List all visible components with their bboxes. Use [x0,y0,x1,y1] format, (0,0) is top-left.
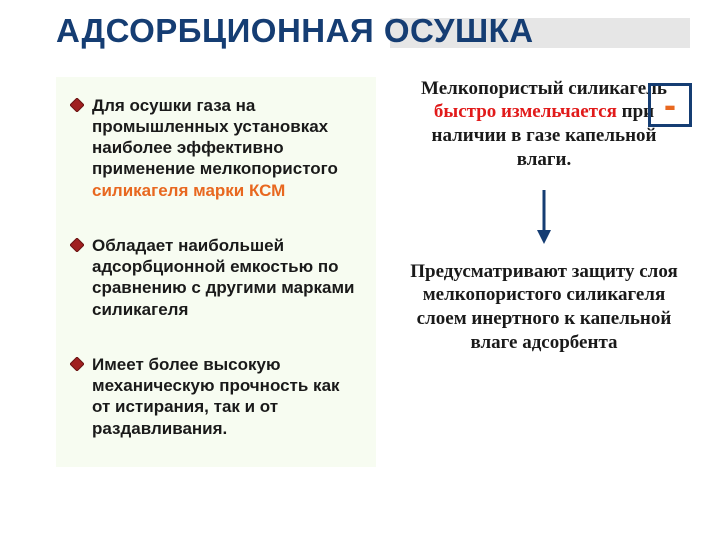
diamond-bullet-icon [70,357,84,371]
bullet-text: Обладает наибольшей адсорбционной емкост… [92,235,362,320]
right-paragraph-1: Мелкопористый силикагель быстро измельча… [404,77,684,172]
bullet-item: Имеет более высокую механическую прочнос… [70,354,362,439]
minus-badge: - [648,83,692,127]
right-column: - Мелкопористый силикагель быстро измель… [404,77,684,467]
minus-icon: - [664,94,676,116]
bullet-item: Обладает наибольшей адсорбционной емкост… [70,235,362,320]
bullet-text: Для осушки газа на промышленных установк… [92,95,362,201]
down-arrow-icon [534,188,554,246]
right-paragraph-2: Предусматривают защиту слоя мелкопористо… [404,260,684,355]
diamond-bullet-icon [70,238,84,252]
bullet-item: Для осушки газа на промышленных установк… [70,95,362,201]
left-bullet-box: Для осушки газа на промышленных установк… [56,77,376,467]
slide-title: АДСОРБЦИОННАЯ ОСУШКА [56,14,688,49]
diamond-bullet-icon [70,98,84,112]
slide: АДСОРБЦИОННАЯ ОСУШКА Для осушки газа на … [0,0,720,540]
content-row: Для осушки газа на промышленных установк… [56,77,688,467]
bullet-text: Имеет более высокую механическую прочнос… [92,354,362,439]
